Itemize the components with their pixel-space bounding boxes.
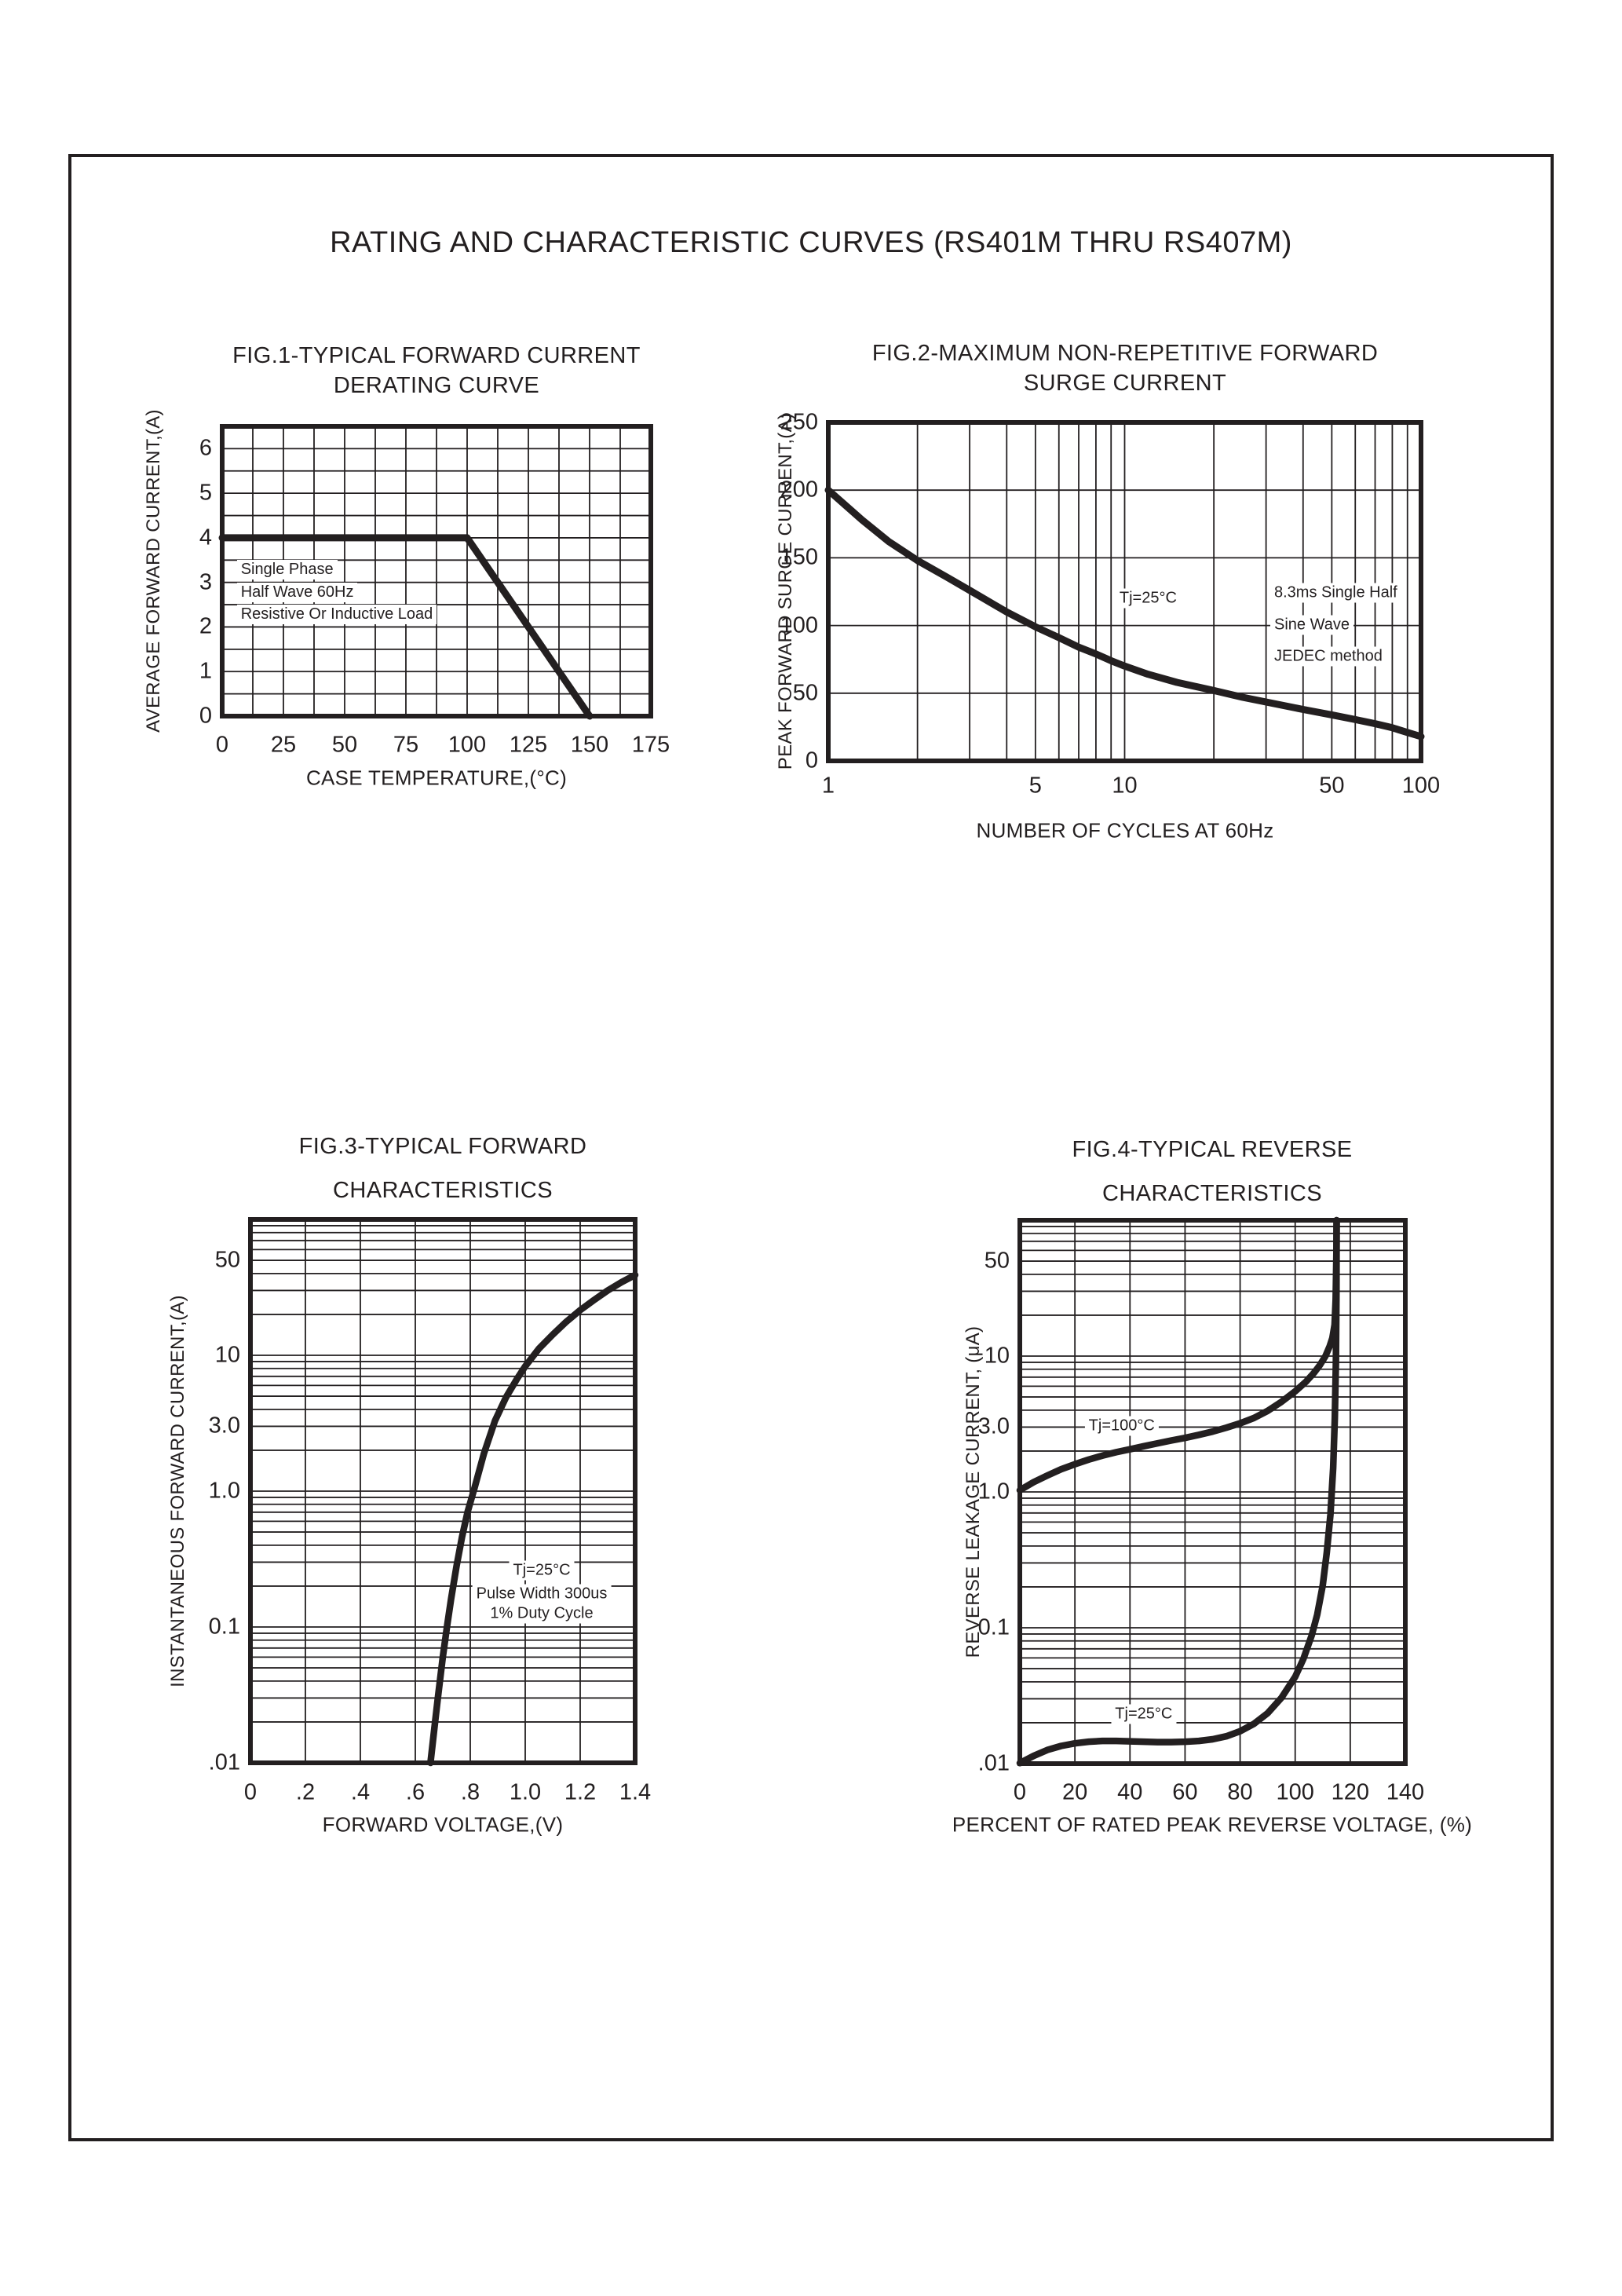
- plot-border: [826, 420, 1423, 763]
- page-border: [68, 154, 1554, 2141]
- plot-border: [248, 1217, 637, 1765]
- curve-surge-current: [824, 486, 1425, 740]
- plot-border: [220, 424, 653, 718]
- curve-forward-characteristic: [427, 1271, 639, 1767]
- page-title: RATING AND CHARACTERISTIC CURVES (RS401M…: [330, 226, 1292, 259]
- curve-reverse-leakage-100C: [1016, 1216, 1340, 1494]
- curve-reverse-leakage-25C: [1016, 1216, 1340, 1767]
- curve-derating-curve: [218, 534, 594, 720]
